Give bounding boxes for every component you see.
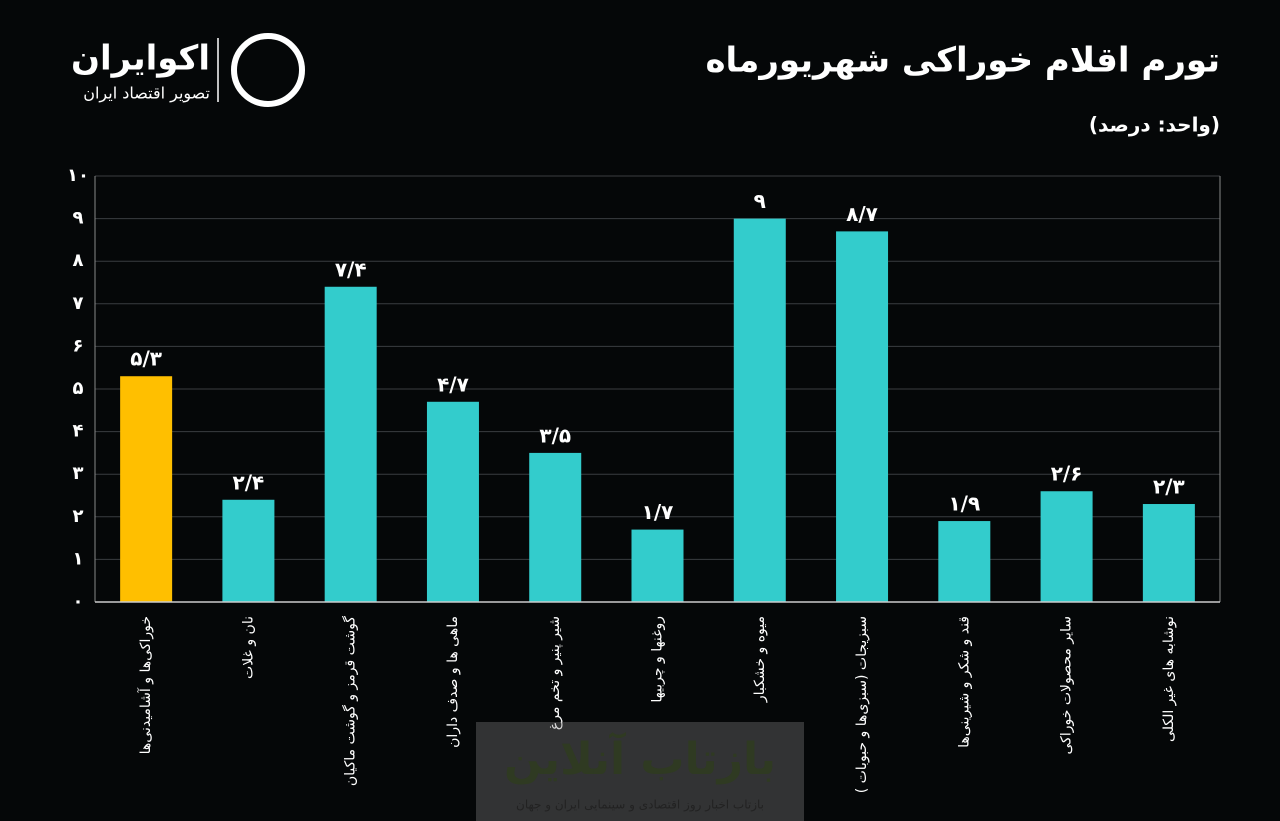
chart-subtitle: (واحد: درصد) [1089, 113, 1220, 137]
x-tick-label: خوراکی‌ها و آشامیدنی‌ها [137, 616, 154, 754]
value-label: ۹ [754, 189, 766, 213]
bar [836, 231, 889, 602]
bar [120, 376, 173, 602]
y-tick-label: ۵ [73, 378, 84, 399]
x-tick-label: سایر محصولات خوراکی [1059, 616, 1075, 754]
x-tick-label: شیر پنیر و تخم مرغ [547, 616, 563, 730]
value-label: ۵/۳ [130, 347, 162, 371]
x-tick-label: نان و غلات [240, 616, 256, 679]
y-tick-label: ۰ [73, 591, 84, 612]
bar [426, 401, 479, 602]
bar [222, 499, 275, 602]
bar [938, 521, 991, 602]
value-label: ۱/۷ [642, 500, 674, 524]
x-tick-label: روغنها و چربیها [650, 616, 666, 703]
bar [631, 529, 684, 602]
y-tick-label: ۸ [73, 250, 84, 271]
y-tick-label: ۱ [73, 548, 84, 569]
x-tick-label: قند و شکر و شیرینی‌ها [956, 616, 972, 748]
watermark-tagline: بازتاب اخبار روز اقتصادی و سینمایی ایران… [516, 798, 764, 813]
watermark-name: بازتاب آنلاین [504, 731, 776, 785]
watermark-box [476, 722, 804, 821]
y-tick-label: ۶ [73, 335, 84, 356]
bar [733, 218, 786, 602]
y-tick-label: ۱۰ [67, 165, 89, 186]
value-label: ۱/۹ [948, 492, 980, 516]
y-tick-label: ۷ [73, 293, 84, 314]
x-tick-label: نوشابه های غیر الکلی [1161, 616, 1177, 742]
bar [529, 452, 582, 602]
value-label: ۴/۷ [437, 372, 469, 396]
value-label: ۲/۶ [1051, 462, 1083, 486]
logo-tagline: تصویر اقتصاد ایران [83, 84, 210, 104]
x-tick-label: ماهی ها و صدف داران [445, 616, 461, 748]
value-label: ۲/۳ [1153, 475, 1185, 499]
value-label: ۷/۴ [335, 257, 367, 281]
watermark: بازتاب آنلاین بازتاب اخبار روز اقتصادی و… [476, 722, 804, 821]
chart-title: تورم اقلام خوراکی شهریورماه [705, 41, 1220, 81]
y-tick-label: ۴ [73, 421, 84, 442]
bar [1040, 491, 1093, 602]
y-tick-label: ۳ [73, 463, 84, 484]
y-tick-label: ۹ [73, 208, 84, 229]
bar [1142, 504, 1195, 602]
bar [324, 286, 377, 602]
x-tick-label: گوشت قرمز و گوشت ماکیان [342, 616, 359, 786]
value-label: ۸/۷ [846, 202, 878, 226]
value-label: ۲/۴ [233, 470, 265, 494]
logo: اکوایران تصویر اقتصاد ایران [71, 33, 305, 107]
value-label: ۳/۵ [539, 423, 571, 447]
x-tick-label: سبزیجات (سبزی‌ها و حبوبات ) [854, 616, 870, 793]
x-tick-label: میوه و خشکبار [752, 616, 768, 703]
y-tick-label: ۲ [73, 506, 84, 527]
logo-icon [231, 33, 305, 107]
logo-name: اکوایران [71, 39, 210, 79]
